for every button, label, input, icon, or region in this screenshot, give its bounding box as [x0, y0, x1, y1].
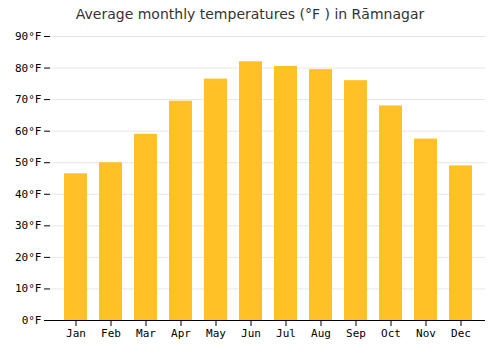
svg-text:70°F: 70°F	[15, 93, 42, 106]
svg-text:Feb: Feb	[101, 327, 121, 340]
svg-text:0°F: 0°F	[22, 314, 42, 327]
svg-text:10°F: 10°F	[15, 282, 42, 295]
svg-text:80°F: 80°F	[15, 62, 42, 75]
svg-text:50°F: 50°F	[15, 156, 42, 169]
svg-text:Jun: Jun	[241, 327, 261, 340]
svg-text:60°F: 60°F	[15, 125, 42, 138]
svg-text:30°F: 30°F	[15, 219, 42, 232]
svg-text:Jul: Jul	[276, 327, 296, 340]
html-text:Average monthly temperatures (: Average monthly temperatures (°F ) in Rā…	[75, 6, 425, 22]
svg-text:Dec: Dec	[451, 327, 471, 340]
svg-text:Nov: Nov	[416, 327, 436, 340]
svg-text:Sep: Sep	[346, 327, 366, 340]
svg-text:20°F: 20°F	[15, 251, 42, 264]
svg-text:Aug: Aug	[311, 327, 331, 340]
svg-text:Apr: Apr	[171, 327, 191, 340]
svg-text:40°F: 40°F	[15, 188, 42, 201]
svg-text:May: May	[206, 327, 226, 340]
svg-text:Jan: Jan	[66, 327, 86, 340]
svg-text:90°F: 90°F	[15, 30, 42, 43]
svg-text:Mar: Mar	[136, 327, 156, 340]
svg-text:Oct: Oct	[381, 327, 401, 340]
